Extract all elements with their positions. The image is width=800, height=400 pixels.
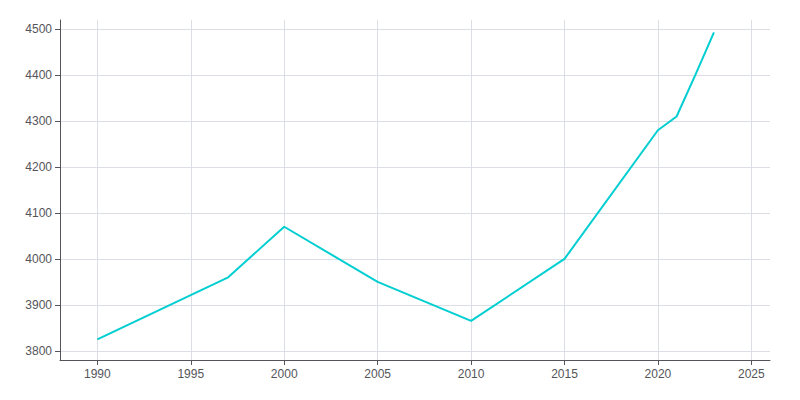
svg-text:2005: 2005	[364, 367, 391, 381]
svg-text:4300: 4300	[25, 114, 52, 128]
svg-text:2000: 2000	[271, 367, 298, 381]
svg-text:4200: 4200	[25, 160, 52, 174]
svg-text:1995: 1995	[177, 367, 204, 381]
svg-text:2010: 2010	[458, 367, 485, 381]
svg-text:4500: 4500	[25, 22, 52, 36]
svg-text:2015: 2015	[551, 367, 578, 381]
svg-text:2025: 2025	[738, 367, 765, 381]
svg-text:3800: 3800	[25, 344, 52, 358]
svg-text:4100: 4100	[25, 206, 52, 220]
svg-text:3900: 3900	[25, 298, 52, 312]
svg-text:4000: 4000	[25, 252, 52, 266]
svg-text:2020: 2020	[645, 367, 672, 381]
svg-text:4400: 4400	[25, 68, 52, 82]
svg-text:1990: 1990	[84, 367, 111, 381]
